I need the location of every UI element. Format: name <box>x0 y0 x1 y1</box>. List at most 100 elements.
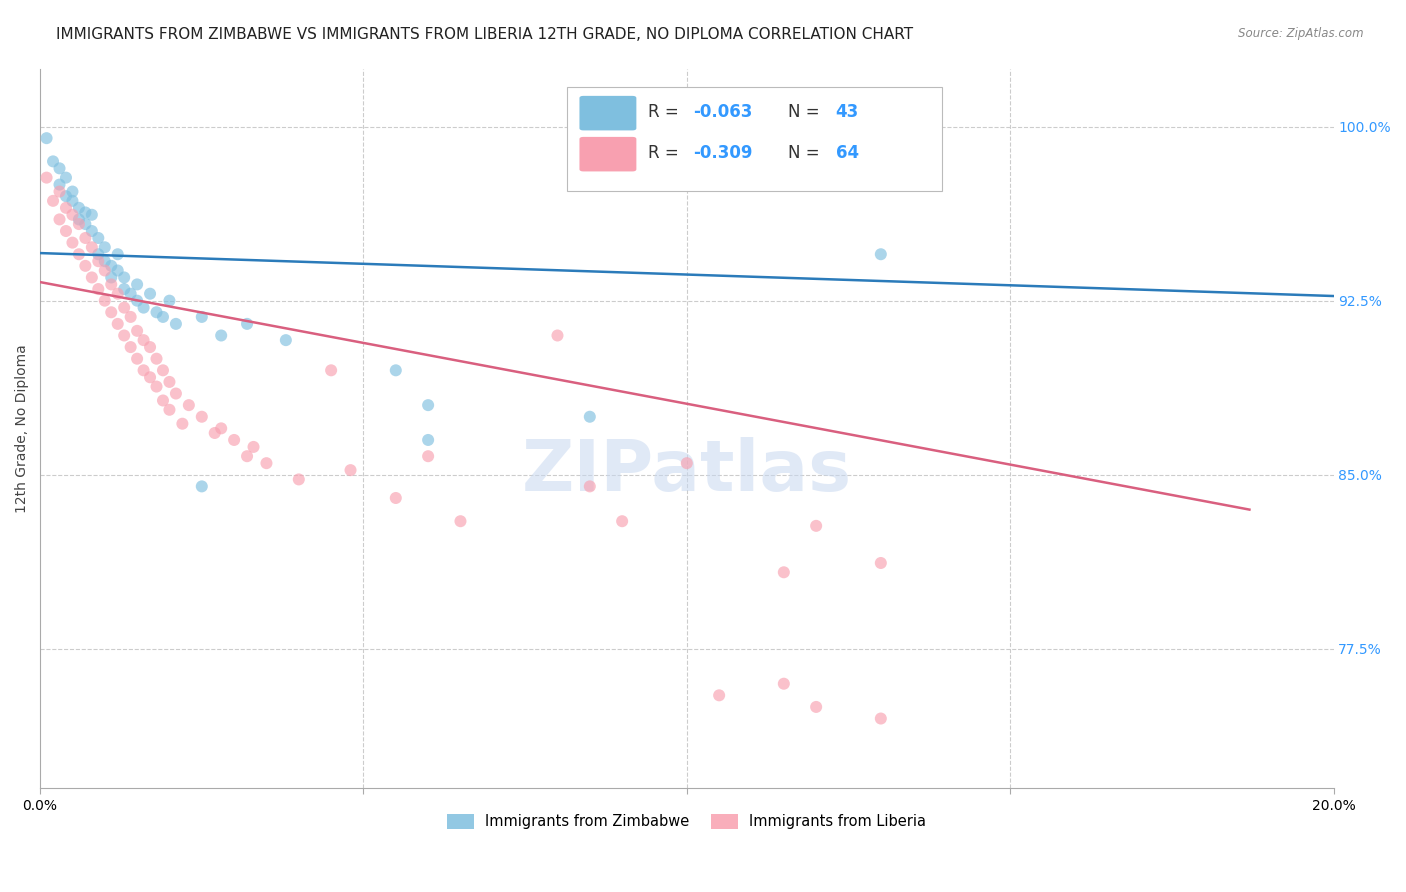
Point <box>339 463 361 477</box>
Text: N =: N = <box>787 144 824 161</box>
Point <box>62 194 84 208</box>
Point <box>48 178 70 192</box>
Point <box>75 205 97 219</box>
Point <box>127 293 149 308</box>
Point <box>236 449 259 463</box>
FancyBboxPatch shape <box>567 87 942 191</box>
Point <box>159 375 181 389</box>
Point <box>165 386 187 401</box>
Point <box>204 425 226 440</box>
Point <box>127 324 149 338</box>
Point <box>75 231 97 245</box>
Point <box>120 340 142 354</box>
Point <box>236 317 259 331</box>
Point <box>385 363 408 377</box>
Point <box>120 286 142 301</box>
Point <box>191 409 214 424</box>
Point <box>869 712 891 726</box>
Point <box>87 247 110 261</box>
Point <box>107 247 129 261</box>
Point <box>67 212 90 227</box>
Point <box>87 231 110 245</box>
Point <box>55 170 77 185</box>
Point <box>120 310 142 324</box>
Point <box>145 379 167 393</box>
Point <box>772 676 794 690</box>
Point <box>675 456 697 470</box>
Point <box>48 185 70 199</box>
Point <box>80 208 103 222</box>
Point <box>578 409 600 424</box>
Point <box>80 240 103 254</box>
Point <box>145 305 167 319</box>
Point <box>139 370 162 384</box>
Point <box>55 224 77 238</box>
Point <box>80 270 103 285</box>
Point <box>804 519 827 533</box>
Point <box>132 301 155 315</box>
Point <box>100 277 122 292</box>
Point <box>94 293 117 308</box>
Point <box>107 317 129 331</box>
Point <box>165 317 187 331</box>
Point <box>152 363 174 377</box>
Point <box>804 700 827 714</box>
Point <box>145 351 167 366</box>
Point <box>42 154 65 169</box>
Point <box>100 259 122 273</box>
Point <box>172 417 194 431</box>
Point <box>321 363 343 377</box>
Point <box>274 333 297 347</box>
Text: IMMIGRANTS FROM ZIMBABWE VS IMMIGRANTS FROM LIBERIA 12TH GRADE, NO DIPLOMA CORRE: IMMIGRANTS FROM ZIMBABWE VS IMMIGRANTS F… <box>56 27 914 42</box>
Point <box>127 277 149 292</box>
Point <box>107 263 129 277</box>
Point <box>159 293 181 308</box>
Text: 64: 64 <box>835 144 859 161</box>
Point <box>418 449 440 463</box>
Point <box>209 328 232 343</box>
Point <box>94 263 117 277</box>
Point <box>87 282 110 296</box>
Point <box>42 194 65 208</box>
Point <box>80 224 103 238</box>
Point <box>67 201 90 215</box>
Point <box>177 398 200 412</box>
Point <box>869 247 891 261</box>
Text: 43: 43 <box>835 103 859 120</box>
Point <box>242 440 264 454</box>
Point <box>707 689 730 703</box>
Point <box>62 208 84 222</box>
Point <box>132 333 155 347</box>
Point <box>132 363 155 377</box>
Point <box>152 393 174 408</box>
Legend: Immigrants from Zimbabwe, Immigrants from Liberia: Immigrants from Zimbabwe, Immigrants fro… <box>441 808 932 835</box>
Point <box>578 479 600 493</box>
Point <box>87 254 110 268</box>
Point <box>224 433 246 447</box>
Point <box>112 301 135 315</box>
Point <box>610 514 633 528</box>
Point <box>288 472 311 486</box>
Point <box>772 566 794 580</box>
Point <box>67 247 90 261</box>
Point <box>55 189 77 203</box>
Point <box>450 514 472 528</box>
Point <box>75 217 97 231</box>
Point <box>418 398 440 412</box>
Point <box>100 305 122 319</box>
Point <box>112 328 135 343</box>
Point <box>191 310 214 324</box>
Y-axis label: 12th Grade, No Diploma: 12th Grade, No Diploma <box>15 344 30 513</box>
Text: N =: N = <box>787 103 824 120</box>
Point <box>869 556 891 570</box>
Point <box>139 340 162 354</box>
Point <box>107 286 129 301</box>
Point <box>67 217 90 231</box>
Point <box>35 131 58 145</box>
Point <box>94 254 117 268</box>
Point <box>55 201 77 215</box>
Point <box>75 259 97 273</box>
Point <box>100 270 122 285</box>
Text: R =: R = <box>648 144 683 161</box>
Point <box>385 491 408 505</box>
